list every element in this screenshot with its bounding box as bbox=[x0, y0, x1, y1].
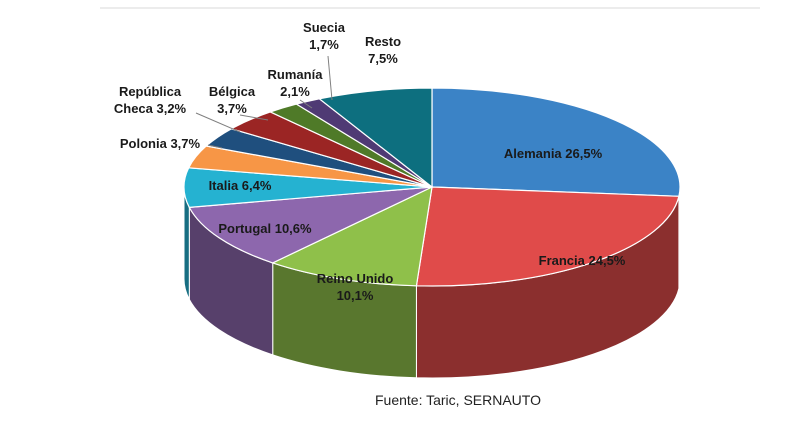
pie-slice-resto bbox=[318, 87, 433, 189]
slice-label-portugal: Portugal 10,6% bbox=[218, 221, 312, 236]
pie-tops bbox=[183, 87, 681, 287]
pie-slice-francia bbox=[415, 186, 680, 287]
slice-label-republica-checa: República Checa 3,2% bbox=[114, 84, 187, 116]
slice-label-resto: Resto 7,5% bbox=[365, 34, 401, 66]
slice-label-alemania: Alemania 26,5% bbox=[504, 146, 603, 161]
slice-label-francia: Francia 24,5% bbox=[539, 253, 626, 268]
slice-label-polonia: Polonia 3,7% bbox=[120, 136, 201, 151]
slice-label-belgica: Bélgica 3,7% bbox=[209, 84, 256, 116]
slice-label-italia: Italia 6,4% bbox=[209, 178, 272, 193]
pie-slice-reino-unido bbox=[271, 185, 433, 287]
chart-source: Fuente: Taric, SERNAUTO bbox=[375, 392, 541, 408]
pie-leader-lines bbox=[195, 55, 333, 149]
pie-labels: Alemania 26,5% Francia 24,5% Reino Unido 10… bbox=[114, 20, 626, 303]
slice-label-rumania: Rumanía 2,1% bbox=[268, 67, 324, 99]
slice-label-suecia: Suecia 1,7% bbox=[303, 20, 346, 52]
leader-line-republica-checa bbox=[195, 112, 241, 133]
leader-line-rumania bbox=[299, 99, 313, 109]
leader-line-belgica bbox=[239, 114, 269, 121]
leader-line-polonia bbox=[207, 144, 223, 149]
leader-line-suecia bbox=[327, 55, 333, 101]
slice-label-reino-unido: Reino Unido 10,1% bbox=[317, 271, 394, 303]
pie-slice-alemania bbox=[431, 87, 681, 197]
pie-slice-portugal bbox=[188, 186, 433, 264]
